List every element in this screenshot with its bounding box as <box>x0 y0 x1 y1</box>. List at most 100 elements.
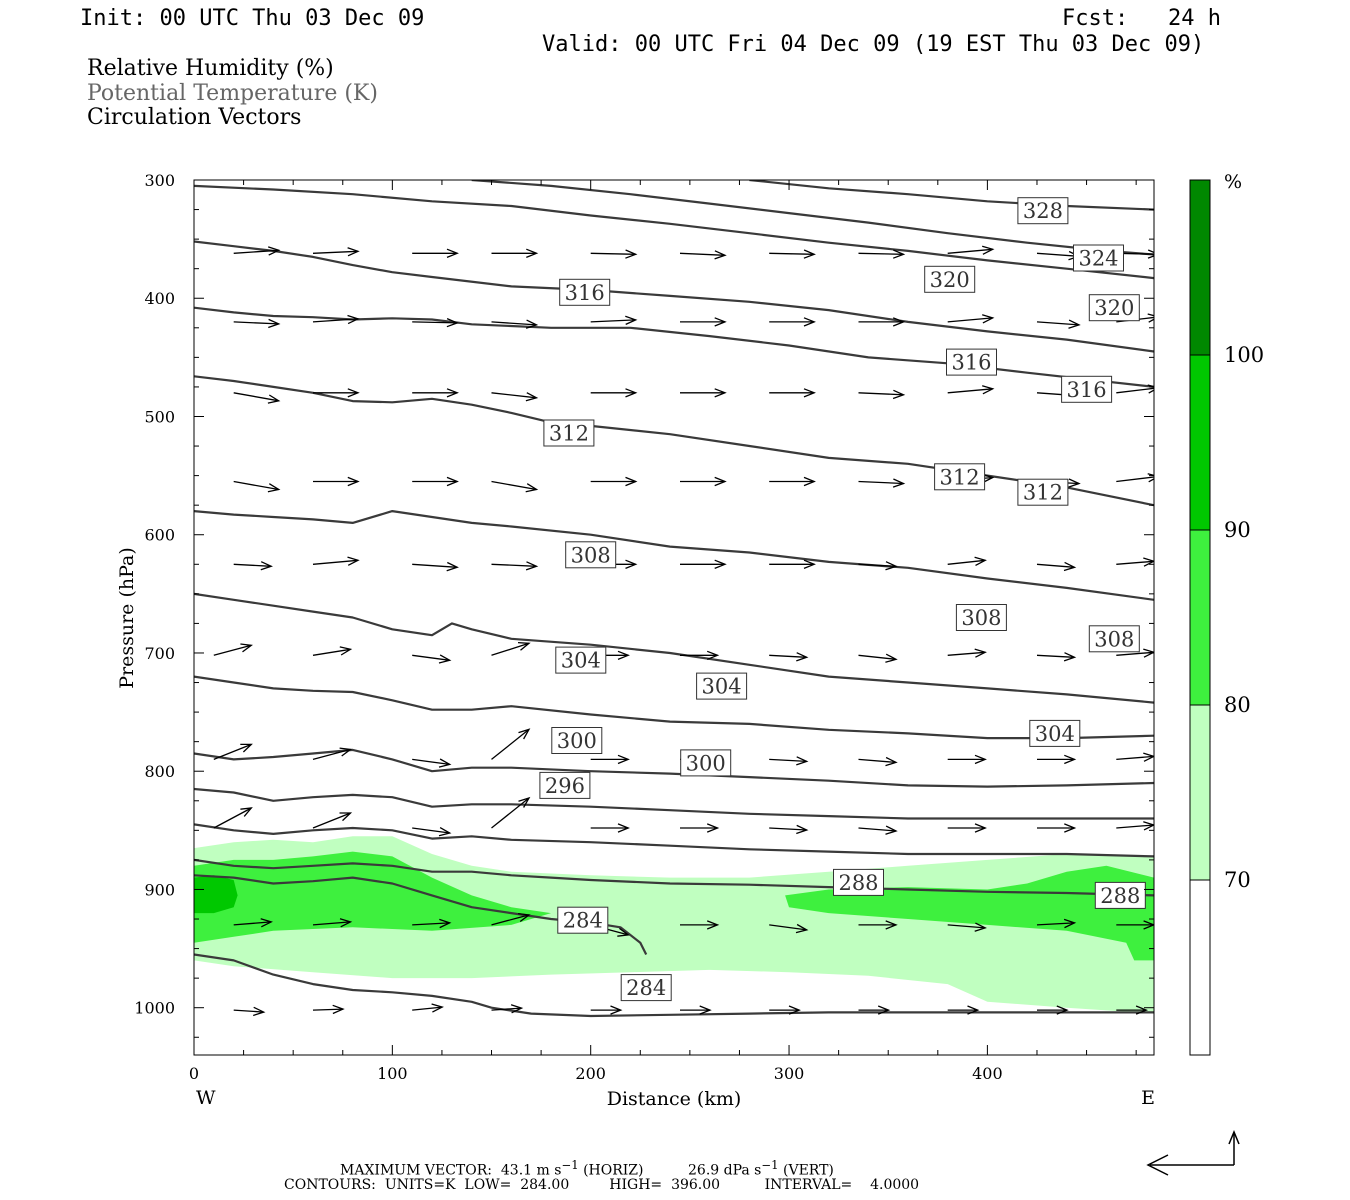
vector-arrow-9-1 <box>312 1004 345 1015</box>
svg-text:284: 284 <box>563 909 603 933</box>
colorbar-label-70: 70 <box>1224 868 1251 892</box>
svg-text:288: 288 <box>1100 884 1140 908</box>
contour-label-288-20: 288 <box>1094 881 1146 909</box>
svg-text:320: 320 <box>1094 296 1134 320</box>
vector-arrow-1-1 <box>312 314 360 325</box>
vector-arrow-8-9 <box>1036 918 1077 929</box>
vector-arrow-9-6 <box>769 1005 801 1015</box>
vector-arrow-3-3 <box>491 480 539 493</box>
svg-text:312: 312 <box>1023 481 1063 505</box>
init-time: Init: 00 UTC Thu 03 Dec 09 <box>80 6 425 31</box>
vector-arrow-1-8 <box>947 314 995 324</box>
legend-rh: Relative Humidity (%) <box>87 56 334 81</box>
vector-arrow-9-10 <box>1116 1005 1149 1015</box>
vector-arrow-0-7 <box>858 249 906 259</box>
vector-arrow-4-9 <box>1036 561 1077 572</box>
vector-arrow-2-6 <box>769 388 816 398</box>
vector-arrow-6-8 <box>947 754 987 765</box>
contour-label-328-0: 328 <box>1017 197 1069 225</box>
vector-arrow-7-9 <box>1037 823 1077 833</box>
colorbar-segment-4 <box>1190 880 1210 1055</box>
theta-contour-288-2 <box>194 858 1154 897</box>
vector-arrow-7-1 <box>312 812 353 829</box>
y-tick-label-1000: 1000 <box>134 999 175 1018</box>
vector-arrow-4-6 <box>769 559 816 570</box>
colorbar-frame <box>1189 179 1211 1056</box>
colorbar-segment-2 <box>1190 530 1210 705</box>
contour-label-308-12: 308 <box>1088 625 1140 653</box>
colorbar: 100 90 80 70 <box>1189 179 1264 1056</box>
vector-arrow-2-4 <box>590 388 638 398</box>
vector-arrow-0-6 <box>769 249 816 259</box>
x-axis-title: Distance (km) <box>607 1088 742 1110</box>
theta-contour-328-12 <box>194 184 1154 280</box>
vector-arrow-2-10 <box>1116 384 1154 394</box>
vector-arrow-0-0 <box>233 246 281 256</box>
svg-text:304: 304 <box>702 675 742 699</box>
vector-arrow-7-8 <box>947 823 987 833</box>
vector-arrow-2-0 <box>233 392 281 404</box>
contour-label-304-14: 304 <box>696 672 748 700</box>
theta-contour-320-10 <box>194 306 1154 388</box>
contour-label-304-13: 304 <box>555 646 607 674</box>
vector-arrow-6-10 <box>1116 752 1154 762</box>
contour-label-288-19: 288 <box>833 868 884 896</box>
y-tick-label-300: 300 <box>144 171 175 190</box>
vector-arrow-6-1 <box>312 747 353 761</box>
theta-contour-324-11 <box>194 240 1154 353</box>
svg-text:304: 304 <box>561 649 601 673</box>
vector-arrow-7-7 <box>858 825 898 835</box>
vector-arrow-9-0 <box>233 1006 266 1017</box>
vector-arrow-7-10 <box>1116 821 1154 831</box>
svg-text:300: 300 <box>557 729 597 753</box>
svg-text:312: 312 <box>940 465 980 489</box>
vector-arrow-0-8 <box>947 245 995 255</box>
vector-arrow-3-1 <box>313 476 360 487</box>
vector-arrow-0-4 <box>590 249 638 259</box>
svg-text:312: 312 <box>549 422 589 446</box>
contour-label-316-4: 316 <box>559 278 611 306</box>
vector-arrow-0-5 <box>679 250 727 260</box>
colorbar-label-90: 90 <box>1224 518 1251 542</box>
vector-arrow-7-0 <box>213 807 253 829</box>
svg-text:288: 288 <box>838 871 878 895</box>
vector-arrow-4-8 <box>947 556 987 566</box>
vector-arrow-5-9 <box>1036 652 1077 662</box>
vector-arrow-4-3 <box>491 561 539 571</box>
contour-label-312-7: 312 <box>543 419 595 447</box>
colorbar-label-100: 100 <box>1224 343 1264 367</box>
vector-arrow-8-2 <box>412 918 452 929</box>
vector-arrow-3-7 <box>858 478 906 488</box>
x-tick-label-0: 0 <box>189 1064 199 1083</box>
contour-labels: 328 324 320 320 316 316 316 312 312 312 308 308 308 3… <box>539 197 1146 1002</box>
vector-arrow-8-5 <box>680 920 720 930</box>
vector-arrow-4-0 <box>233 561 273 571</box>
vector-arrow-9-3 <box>491 1004 524 1014</box>
vector-arrow-9-5 <box>680 1005 712 1015</box>
vector-arrow-5-0 <box>213 643 253 656</box>
y-tick-label-500: 500 <box>144 407 175 426</box>
vector-arrow-5-5 <box>680 650 720 661</box>
theta-contour-292-3 <box>194 823 1154 858</box>
contour-label-284-21: 284 <box>557 906 609 934</box>
vector-arrow-2-2 <box>412 388 459 398</box>
vector-arrow-7-4 <box>590 823 630 833</box>
colorbar-segment-1 <box>1190 355 1210 530</box>
contour-label-284-22: 284 <box>620 974 672 1002</box>
theta-contour-296-4 <box>194 787 1154 820</box>
theta-contour-316-9 <box>194 375 1154 507</box>
theta-contour-300-5 <box>194 748 1154 788</box>
y-tick-label-400: 400 <box>144 289 175 308</box>
contour-label-312-9: 312 <box>1017 478 1069 506</box>
vector-arrow-0-1 <box>312 247 360 257</box>
vector-arrow-3-4 <box>590 476 638 487</box>
vector-arrow-1-6 <box>769 317 816 327</box>
vector-arrow-1-0 <box>233 318 281 329</box>
vector-arrow-6-9 <box>1037 754 1077 765</box>
x-tick-label-400: 400 <box>972 1064 1003 1083</box>
theta-contour-336-14 <box>749 180 1154 211</box>
vector-arrow-4-5 <box>680 559 727 570</box>
svg-text:296: 296 <box>545 774 585 798</box>
vector-arrow-8-6 <box>769 923 809 934</box>
